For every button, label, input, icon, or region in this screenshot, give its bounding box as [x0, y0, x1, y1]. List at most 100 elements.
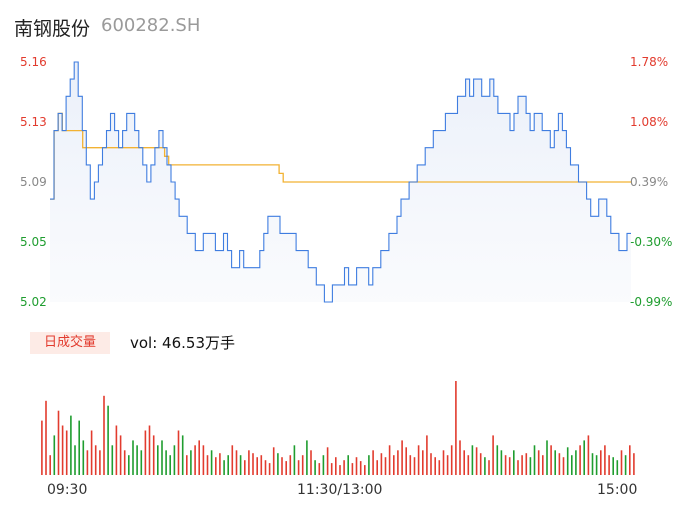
volume-bar	[107, 405, 109, 475]
volume-bar	[41, 420, 43, 475]
volume-bar	[401, 440, 403, 475]
volume-bar	[620, 450, 623, 475]
volume-bar	[140, 450, 143, 475]
volume-bar	[566, 447, 569, 475]
volume-bar	[173, 445, 176, 475]
volume-bar	[53, 435, 56, 475]
volume-bar	[277, 453, 279, 475]
volume-bar	[123, 450, 126, 475]
price-tick-label: 5.09	[20, 175, 47, 189]
volume-bar	[148, 425, 151, 475]
volume-bar	[61, 425, 64, 475]
volume-bar	[330, 463, 333, 475]
volume-bar	[434, 457, 436, 475]
volume-bar	[74, 445, 76, 475]
volume-bar	[554, 450, 556, 475]
volume-bar	[78, 420, 80, 475]
volume-bar	[479, 453, 482, 475]
volume-bar	[430, 453, 432, 475]
volume-bar	[169, 455, 171, 475]
price-tick-label: 5.05	[20, 235, 47, 249]
volume-badge[interactable]: 日成交量	[30, 332, 110, 354]
volume-bar	[417, 445, 420, 475]
volume-bar	[210, 450, 213, 475]
volume-bar	[442, 450, 445, 475]
volume-bar	[562, 457, 565, 475]
percent-tick-label: -0.99%	[630, 295, 673, 309]
volume-bar	[119, 435, 122, 475]
volume-bar	[260, 455, 263, 475]
volume-bar	[351, 463, 354, 475]
volume-bar	[537, 450, 540, 475]
volume-bar	[227, 455, 229, 475]
volume-bar	[550, 445, 552, 475]
volume-bar	[86, 450, 89, 475]
volume-bar	[508, 457, 511, 475]
volume-bar	[521, 455, 523, 475]
volume-bar	[355, 457, 358, 475]
x-tick-close: 15:00	[597, 482, 638, 498]
volume-bar	[49, 455, 51, 475]
volume-bar	[488, 460, 490, 475]
volume-bar	[463, 450, 465, 475]
volume-bar	[70, 415, 72, 475]
volume-bar	[177, 430, 180, 475]
volume-bar	[268, 463, 271, 475]
volume-bar	[629, 445, 631, 475]
volume-bar	[492, 435, 494, 475]
volume-bar	[111, 445, 114, 475]
volume-bar	[223, 460, 225, 475]
volume-bar	[533, 445, 536, 475]
volume-bar	[587, 435, 590, 475]
volume-bar	[579, 445, 581, 475]
volume-bar	[446, 455, 449, 475]
volume-bar	[194, 445, 196, 475]
volume-bar	[264, 460, 267, 475]
volume-bar	[206, 455, 209, 475]
volume-bar	[612, 457, 614, 475]
volume-bar	[372, 450, 374, 475]
volume-bar	[314, 460, 316, 475]
volume-bar	[235, 450, 238, 475]
volume-bar	[484, 457, 486, 475]
volume-bar	[571, 455, 573, 475]
volume-bar	[65, 430, 68, 475]
volume-bar	[132, 440, 134, 475]
volume-bar	[339, 465, 341, 475]
volume-bar	[455, 381, 457, 475]
percent-tick-label: 0.39%	[630, 175, 669, 189]
volume-bar	[306, 440, 308, 475]
volume-bar	[604, 445, 606, 475]
volume-bar	[422, 450, 424, 475]
price-tick-label: 5.13	[20, 115, 47, 129]
volume-bar	[244, 460, 246, 475]
volume-bar	[103, 395, 105, 475]
volume-bar	[293, 445, 296, 475]
volume-bar	[616, 460, 619, 475]
volume-bar	[393, 455, 395, 475]
volume-bar	[128, 455, 130, 475]
volume-bar	[99, 450, 101, 475]
volume-bar	[525, 453, 528, 475]
volume-bar	[272, 447, 275, 475]
volume-bar	[388, 445, 391, 475]
volume-bar	[297, 460, 300, 475]
volume-bar	[359, 461, 362, 475]
volume-bar	[152, 435, 155, 475]
volume-bar	[335, 457, 337, 475]
volume-bar	[591, 453, 594, 475]
volume-bar	[368, 455, 370, 475]
volume-bar	[500, 450, 503, 475]
volume-bar	[600, 450, 602, 475]
volume-bar	[450, 445, 453, 475]
volume-bar	[186, 455, 188, 475]
volume-bar	[326, 447, 329, 475]
volume-bar	[364, 465, 366, 475]
volume-bar	[513, 450, 515, 475]
x-tick-midday: 11:30/13:00	[297, 482, 383, 498]
volume-bar	[157, 445, 159, 475]
volume-bar	[380, 453, 383, 475]
volume-bars	[41, 381, 635, 475]
volume-bar	[405, 447, 407, 475]
volume-bar	[301, 455, 304, 475]
